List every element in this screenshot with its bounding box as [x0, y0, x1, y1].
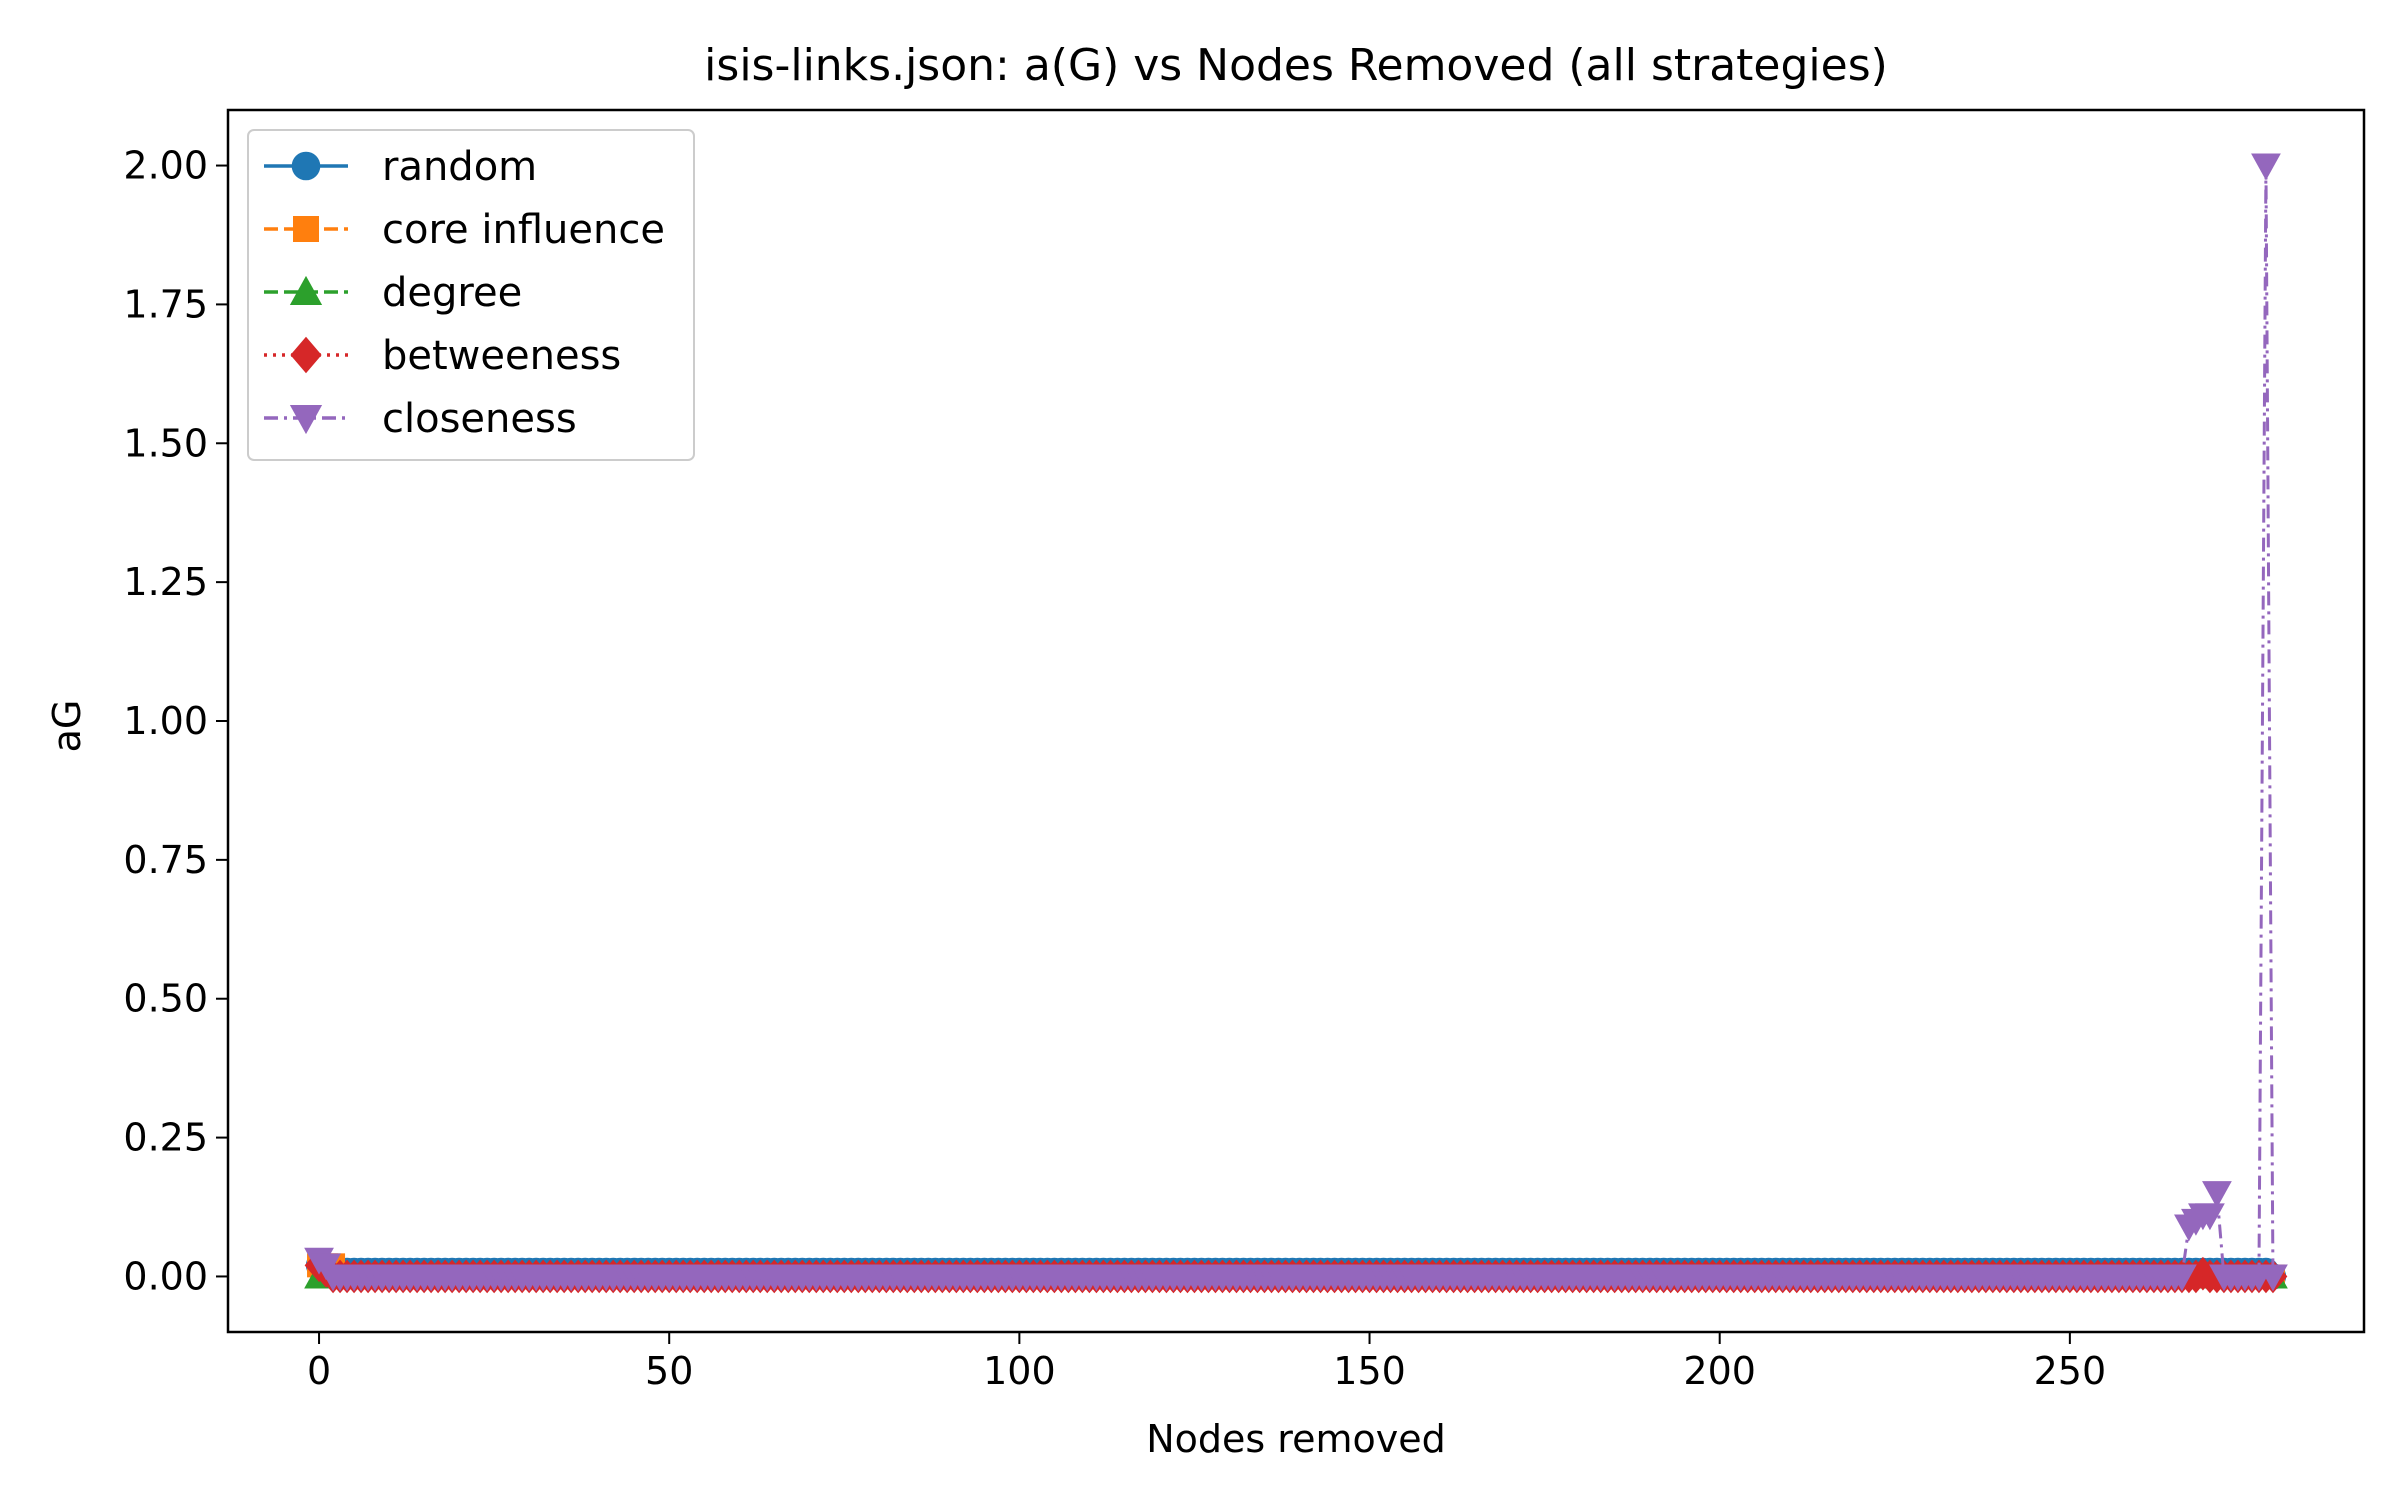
x-tick-label: 100: [983, 1349, 1056, 1393]
y-tick-label: 1.25: [123, 560, 208, 604]
y-tick-label: 0.25: [123, 1116, 208, 1160]
x-tick-label: 150: [1333, 1349, 1406, 1393]
x-tick-label: 200: [1683, 1349, 1756, 1393]
data-point: [2202, 1181, 2232, 1209]
y-axis-label: aG: [45, 700, 89, 753]
legend-item: betweeness: [264, 333, 621, 379]
legend: random core influence degree betweeness clos…: [247, 129, 695, 461]
x-tick-label: 0: [307, 1349, 331, 1393]
legend-marker: [289, 405, 323, 435]
data-point: [2195, 1203, 2225, 1231]
legend-marker: [290, 336, 322, 374]
legend-item: core influence: [264, 207, 665, 253]
legend-label: betweeness: [382, 333, 621, 379]
y-axis-ticks: 0.00 0.25 0.50 0.75 1.00 1.25 1.50 1.75 2.00: [123, 144, 228, 1298]
y-tick-label: 0.00: [123, 1254, 208, 1298]
legend-marker: [293, 216, 319, 242]
data-point: [2167, 1264, 2197, 1292]
y-tick-label: 1.00: [123, 699, 208, 743]
x-tick-label: 50: [645, 1349, 693, 1393]
data-point: [2258, 1264, 2288, 1292]
chart-title: isis-links.json: a(G) vs Nodes Removed (…: [704, 40, 1888, 91]
legend-box: [247, 129, 695, 461]
legend-item: closeness: [264, 396, 577, 442]
legend-marker: [289, 275, 323, 305]
y-tick-label: 1.50: [123, 421, 208, 465]
legend-label: degree: [382, 270, 522, 316]
y-tick-label: 2.00: [123, 144, 208, 188]
legend-label: random: [382, 144, 537, 190]
data-point: [2251, 153, 2281, 181]
y-tick-label: 0.50: [123, 977, 208, 1021]
legend-item: random: [264, 144, 537, 190]
plot-area: [304, 153, 2288, 1294]
legend-marker: [291, 151, 321, 181]
legend-item: degree: [264, 270, 522, 316]
x-tick-label: 250: [2034, 1349, 2107, 1393]
legend-label: core influence: [382, 207, 665, 253]
y-tick-label: 1.75: [123, 282, 208, 326]
legend-label: closeness: [382, 396, 577, 442]
y-tick-label: 0.75: [123, 838, 208, 882]
series-closeness: [304, 153, 2288, 1292]
x-axis-ticks: 0 50 100 150 200 250: [307, 1332, 2106, 1393]
x-axis-label: Nodes removed: [1146, 1417, 1445, 1461]
